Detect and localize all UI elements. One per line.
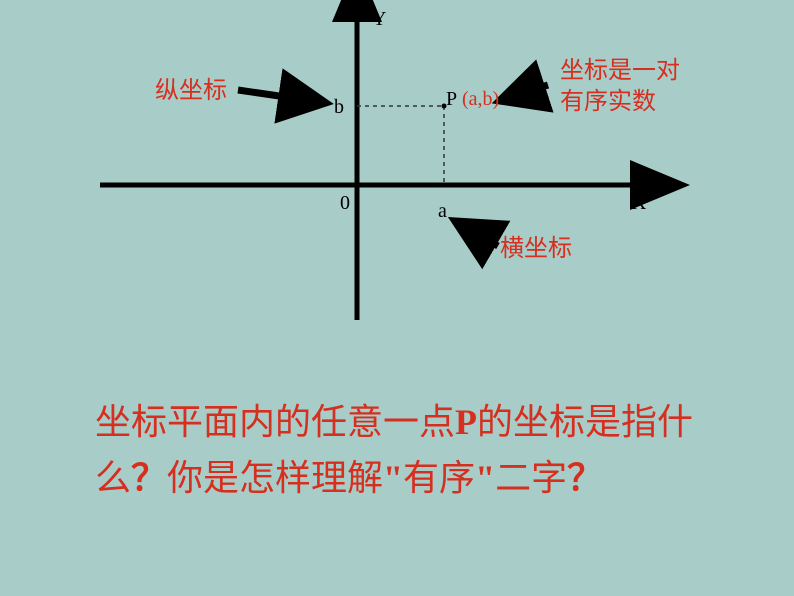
ordered-pair-annotation: 坐标是一对 有序实数 (560, 56, 680, 118)
a-label: a (438, 200, 447, 223)
x-axis-label: X (632, 192, 646, 215)
q-part-8: 二字 (495, 458, 567, 498)
x-coord-annotation: 横坐标 (500, 234, 572, 265)
q-part-5: " (383, 458, 403, 498)
q-part-0: 坐标平面内的任意一点 (95, 402, 455, 442)
ordered-pair-line2: 有序实数 (560, 87, 680, 118)
question-text: 坐标平面内的任意一点P的坐标是指什么？你是怎样理解"有序"二字？ (95, 395, 715, 507)
q-part-4: 你是怎样理解 (167, 458, 383, 498)
coord-label: (a,b) (462, 88, 499, 111)
origin-label: 0 (340, 192, 350, 215)
q-part-7: " (475, 458, 495, 498)
arrow-to-coord (505, 85, 548, 99)
arrow-to-a (460, 224, 498, 246)
b-label: b (334, 96, 344, 119)
arrow-to-b (238, 90, 320, 102)
q-part-6: 有序 (403, 458, 475, 498)
coordinate-diagram (0, 0, 794, 350)
p-label: P (446, 88, 457, 111)
ordered-pair-line1: 坐标是一对 (560, 56, 680, 87)
q-part-1: P (455, 402, 477, 442)
q-part-3: ？ (131, 458, 167, 498)
q-part-9: ？ (567, 458, 603, 498)
y-axis-label: Y (372, 8, 386, 31)
y-coord-annotation: 纵坐标 (155, 76, 227, 107)
